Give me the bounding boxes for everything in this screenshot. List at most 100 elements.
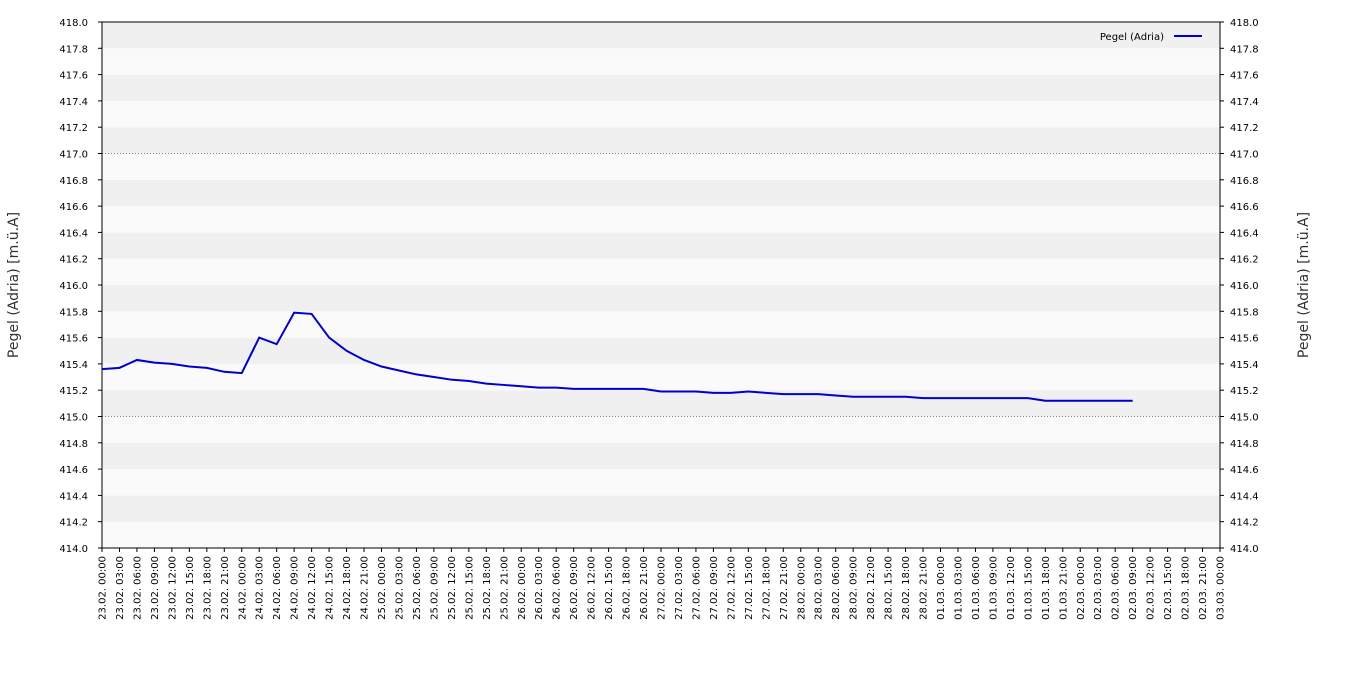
x-tick-label: 01.03. 12:00: [1006, 556, 1017, 620]
y-tick-label: 414.8: [59, 439, 88, 450]
x-tick-label: 26.02. 15:00: [604, 556, 615, 620]
x-tick-label: 02.03. 21:00: [1198, 556, 1209, 620]
x-tick-label: 27.02. 18:00: [761, 556, 772, 620]
x-tick-label: 28.02. 09:00: [849, 556, 860, 620]
x-tick-label: 02.03. 06:00: [1111, 556, 1122, 620]
x-tick-label: 25.02. 03:00: [394, 556, 405, 620]
y2-tick-label: 414.2: [1230, 518, 1259, 529]
y2-tick-label: 417.8: [1230, 44, 1259, 55]
y2-axis-label: Pegel (Adria) [m.ü.A]: [1296, 212, 1312, 358]
y2-tick-label: 416.6: [1230, 202, 1259, 213]
x-tick-label: 01.03. 00:00: [936, 556, 947, 620]
x-tick-label: 28.02. 12:00: [866, 556, 877, 620]
y-tick-label: 416.8: [59, 176, 88, 187]
x-tick-label: 26.02. 03:00: [534, 556, 545, 620]
band: [102, 22, 1220, 49]
x-tick-label: 23.02. 03:00: [115, 556, 126, 620]
x-tick-label: 26.02. 18:00: [622, 556, 633, 620]
x-tick-label: 26.02. 00:00: [517, 556, 528, 620]
x-tick-label: 02.03. 18:00: [1181, 556, 1192, 620]
x-tick-label: 02.03. 00:00: [1076, 556, 1087, 620]
x-tick-label: 25.02. 18:00: [482, 556, 493, 620]
band: [102, 521, 1220, 548]
band: [102, 206, 1220, 233]
y2-tick-label: 416.4: [1230, 228, 1259, 239]
band: [102, 153, 1220, 180]
y2-tick-label: 415.6: [1230, 334, 1259, 345]
x-tick-label: 25.02. 12:00: [447, 556, 458, 620]
y-tick-label: 414.4: [59, 491, 88, 502]
y2-tick-label: 414.6: [1230, 465, 1259, 476]
x-tick-label: 01.03. 21:00: [1058, 556, 1069, 620]
x-tick-label: 25.02. 15:00: [464, 556, 475, 620]
y-tick-label: 414.6: [59, 465, 88, 476]
x-tick-label: 02.03. 09:00: [1128, 556, 1139, 620]
x-tick-label: 24.02. 03:00: [255, 556, 266, 620]
x-tick-label: 02.03. 15:00: [1163, 556, 1174, 620]
y2-tick-label: 415.2: [1230, 386, 1259, 397]
y-tick-label: 416.2: [59, 255, 88, 266]
x-tick-label: 27.02. 12:00: [726, 556, 737, 620]
x-tick-label: 23.02. 21:00: [220, 556, 231, 620]
x-tick-label: 26.02. 06:00: [552, 556, 563, 620]
x-tick-label: 02.03. 12:00: [1146, 556, 1157, 620]
x-tick-label: 28.02. 06:00: [831, 556, 842, 620]
x-tick-label: 24.02. 15:00: [325, 556, 336, 620]
band: [102, 311, 1220, 338]
x-tick-label: 01.03. 15:00: [1023, 556, 1034, 620]
y2-tick-label: 417.2: [1230, 123, 1259, 134]
x-tick-label: 01.03. 03:00: [953, 556, 964, 620]
y2-tick-label: 417.0: [1230, 150, 1259, 161]
x-tick-label: 28.02. 15:00: [884, 556, 895, 620]
x-tick-label: 23.02. 09:00: [150, 556, 161, 620]
y-tick-label: 415.0: [59, 413, 88, 424]
y-tick-label: 415.8: [59, 307, 88, 318]
x-tick-label: 27.02. 15:00: [744, 556, 755, 620]
legend-label: Pegel (Adria): [1100, 32, 1164, 43]
x-tick-label: 27.02. 00:00: [657, 556, 668, 620]
y2-tick-label: 416.8: [1230, 176, 1259, 187]
band: [102, 179, 1220, 207]
y-axis-label: Pegel (Adria) [m.ü.A]: [6, 212, 22, 358]
y2-tick-label: 418.0: [1230, 18, 1259, 29]
y-tick-label: 417.8: [59, 44, 88, 55]
y2-tick-label: 415.4: [1230, 360, 1259, 371]
x-tick-label: 28.02. 03:00: [814, 556, 825, 620]
y2-tick-label: 416.2: [1230, 255, 1259, 266]
y-tick-label: 415.6: [59, 334, 88, 345]
y-tick-label: 417.4: [59, 97, 88, 108]
y-tick-label: 415.2: [59, 386, 88, 397]
x-tick-label: 01.03. 06:00: [971, 556, 982, 620]
x-tick-label: 25.02. 06:00: [412, 556, 423, 620]
x-tick-label: 27.02. 09:00: [709, 556, 720, 620]
y-tick-label: 416.4: [59, 228, 88, 239]
band: [102, 48, 1220, 75]
y2-tick-label: 417.6: [1230, 71, 1259, 82]
x-tick-label: 03.03. 00:00: [1216, 556, 1227, 620]
band: [102, 337, 1220, 364]
band: [102, 127, 1220, 154]
band: [102, 416, 1220, 443]
band: [102, 442, 1220, 470]
y2-tick-label: 415.8: [1230, 307, 1259, 318]
x-tick-label: 24.02. 12:00: [307, 556, 318, 620]
x-tick-label: 26.02. 09:00: [569, 556, 580, 620]
data-line: [101, 311, 1133, 402]
x-tick-label: 27.02. 06:00: [691, 556, 702, 620]
band: [102, 285, 1220, 312]
x-tick-label: 01.03. 18:00: [1041, 556, 1052, 620]
x-tick-label: 23.02. 00:00: [98, 556, 109, 620]
x-tick-label: 27.02. 03:00: [674, 556, 685, 620]
y-tick-label: 415.4: [59, 360, 88, 371]
y-tick-label: 418.0: [59, 18, 88, 29]
x-tick-label: 24.02. 21:00: [360, 556, 371, 620]
x-tick-label: 28.02. 21:00: [919, 556, 930, 620]
band: [102, 495, 1220, 522]
x-tick-label: 25.02. 00:00: [377, 556, 388, 620]
x-tick-label: 23.02. 12:00: [167, 556, 178, 620]
x-tick-label: 23.02. 18:00: [202, 556, 213, 620]
y-tick-label: 416.0: [59, 281, 88, 292]
band: [102, 469, 1220, 496]
band: [102, 390, 1220, 417]
